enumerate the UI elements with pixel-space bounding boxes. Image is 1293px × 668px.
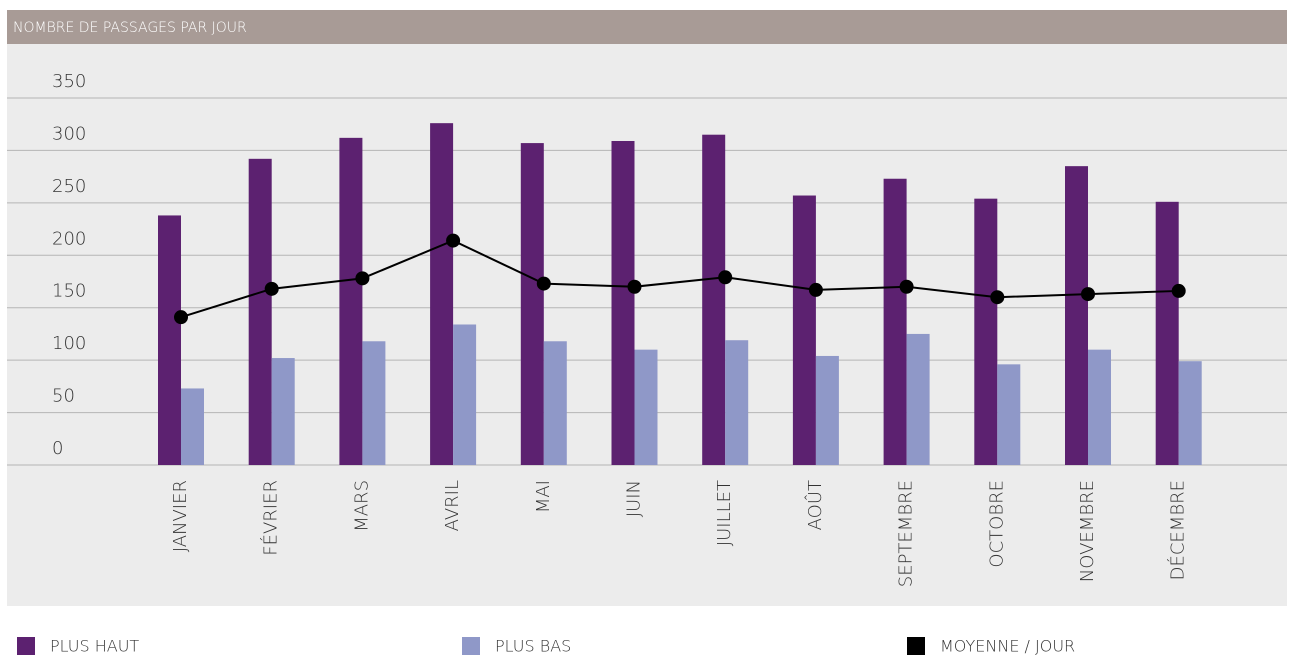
bar [1178, 361, 1202, 465]
y-tick-label: 350 [52, 71, 86, 92]
line-point [808, 282, 823, 297]
line-point [718, 270, 733, 285]
line-point [446, 233, 461, 248]
bar [543, 341, 567, 465]
bar [792, 195, 816, 465]
bar [1155, 201, 1179, 465]
bar [883, 178, 907, 466]
y-tick-label: 100 [52, 333, 86, 354]
x-tick-label: JANVIER [170, 480, 191, 552]
bar [815, 355, 839, 465]
bar [1065, 166, 1088, 465]
y-tick-label: 150 [52, 281, 86, 302]
bar [248, 158, 272, 465]
bar [906, 333, 930, 465]
line-point [536, 276, 551, 291]
x-tick-label: JUILLET [714, 480, 735, 546]
line-point [1171, 283, 1186, 298]
x-tick-label: DÉCEMBRE [1167, 480, 1189, 580]
x-tick-label: MARS [351, 480, 372, 532]
y-tick-label: 50 [52, 386, 75, 407]
x-tick-label: SEPTEMBRE [896, 480, 917, 587]
y-tick-label: 0 [52, 438, 63, 459]
bar [158, 215, 181, 465]
x-tick-label: JUIN [624, 480, 645, 517]
bar [181, 388, 204, 465]
legend-label: PLUS HAUT [50, 637, 139, 656]
line-point [899, 279, 914, 294]
bar [611, 140, 635, 465]
legend-swatch [907, 637, 925, 655]
bar [430, 123, 454, 465]
legend-swatch [17, 637, 35, 655]
line-point [174, 310, 188, 325]
bar [271, 358, 295, 465]
x-tick-label: NOVEMBRE [1077, 480, 1098, 582]
line [180, 239, 1179, 319]
y-tick-label: 200 [52, 228, 86, 249]
x-tick-label: FÉVRIER [260, 480, 282, 556]
y-tick-label: 250 [52, 176, 86, 197]
bar [997, 364, 1021, 465]
header-bar [7, 10, 1287, 44]
bar [974, 198, 998, 466]
bar [634, 349, 658, 465]
line-point [627, 279, 642, 294]
line-point [355, 271, 370, 286]
x-tick-label: AVRIL [442, 480, 463, 531]
x-tick-label: MAI [533, 480, 554, 513]
y-tick-label: 300 [52, 123, 86, 144]
line-point [1081, 287, 1095, 302]
bar [725, 340, 749, 465]
bar [339, 137, 363, 466]
x-tick-label: AOÛT [804, 480, 826, 530]
bar [1088, 349, 1111, 465]
chart-title: NOMBRE DE PASSAGES PAR JOUR [13, 20, 247, 36]
legend-swatch [462, 637, 480, 655]
bar [520, 143, 544, 466]
bar [362, 341, 386, 465]
bar [702, 134, 726, 465]
line-point [264, 281, 279, 296]
legend-label: PLUS BAS [495, 637, 571, 656]
x-tick-label: OCTOBRE [986, 480, 1007, 568]
line-point [990, 290, 1005, 305]
legend-label: MOYENNE / JOUR [940, 637, 1075, 656]
bar [453, 324, 477, 465]
